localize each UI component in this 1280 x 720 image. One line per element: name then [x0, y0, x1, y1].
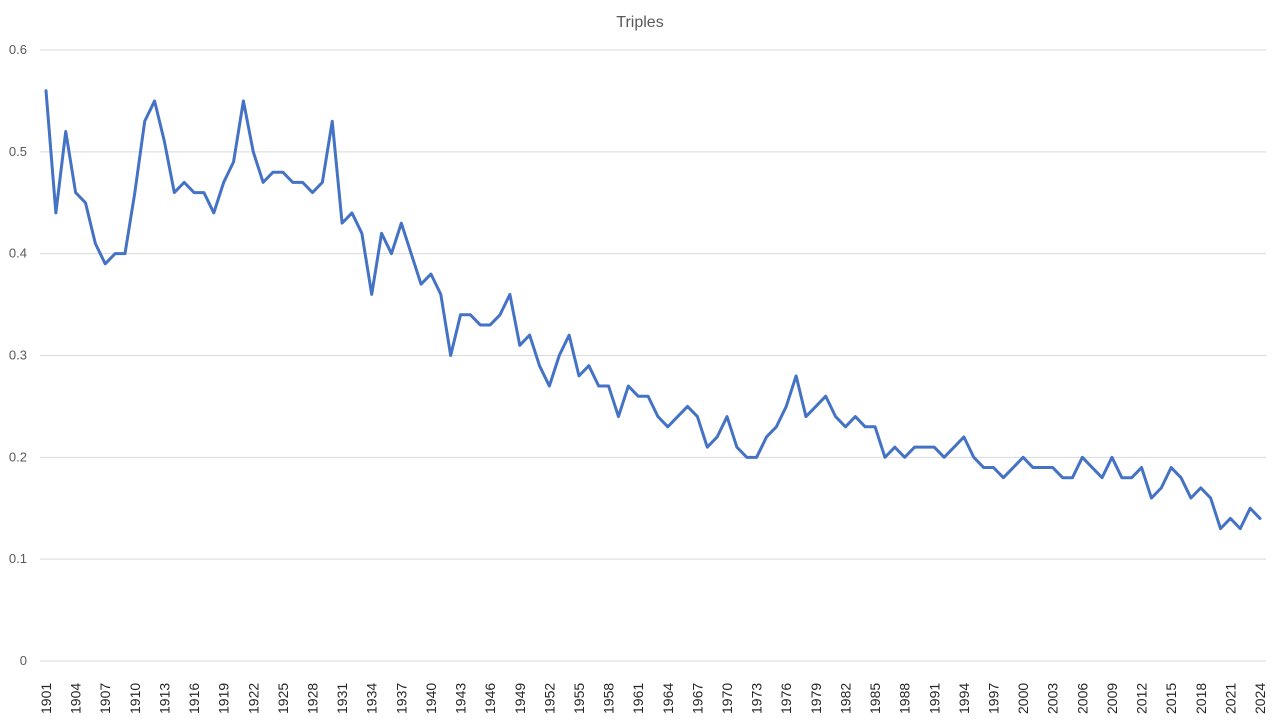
- y-axis-ticks: 0 0.1 0.2 0.3 0.4 0.5 0.6: [9, 42, 27, 668]
- x-axis-ticks: 1901 1904 1907 1910 1913 1916 1919 1922 1925 1928…: [38, 683, 1268, 714]
- x-tick-label: 1934: [364, 683, 380, 714]
- x-tick-label: 1916: [186, 683, 202, 714]
- x-tick-label: 2006: [1074, 683, 1090, 714]
- x-tick-label: 2009: [1104, 683, 1120, 714]
- x-tick-label: 1928: [304, 683, 320, 714]
- x-tick-label: 1925: [275, 683, 291, 714]
- x-tick-label: 1955: [571, 683, 587, 714]
- x-tick-label: 2000: [1015, 683, 1031, 714]
- x-tick-label: 1982: [837, 683, 853, 714]
- series-line: [44, 89, 1262, 531]
- y-tick-label: 0.1: [9, 551, 27, 566]
- x-tick-label: 1970: [719, 683, 735, 714]
- x-tick-label: 2024: [1252, 683, 1268, 714]
- x-tick-label: 1910: [127, 683, 143, 714]
- x-tick-label: 2021: [1222, 683, 1238, 714]
- x-tick-label: 2015: [1163, 683, 1179, 714]
- x-tick-label: 1991: [926, 683, 942, 714]
- x-tick-label: 1988: [897, 683, 913, 714]
- x-tick-label: 1949: [512, 683, 528, 714]
- x-tick-label: 1964: [660, 683, 676, 714]
- x-tick-label: 1976: [778, 683, 794, 714]
- x-tick-label: 1952: [541, 683, 557, 714]
- x-tick-label: 1943: [453, 683, 469, 714]
- x-tick-label: 2012: [1134, 683, 1150, 714]
- x-tick-label: 1958: [601, 683, 617, 714]
- x-tick-label: 1919: [216, 683, 232, 714]
- x-tick-label: 1901: [38, 683, 54, 714]
- chart-title: Triples: [616, 14, 663, 31]
- series-layer: [44, 89, 1262, 531]
- x-tick-label: 1994: [956, 683, 972, 714]
- gridlines: [40, 49, 1266, 560]
- x-tick-label: 1997: [986, 683, 1002, 714]
- x-tick-label: 1961: [630, 683, 646, 714]
- y-tick-label: 0.4: [9, 246, 27, 261]
- x-tick-label: 1967: [689, 683, 705, 714]
- x-tick-label: 2018: [1193, 683, 1209, 714]
- y-tick-label: 0.2: [9, 449, 27, 464]
- y-tick-label: 0: [20, 653, 27, 668]
- x-tick-label: 1979: [808, 683, 824, 714]
- x-tick-label: 1922: [245, 683, 261, 714]
- x-tick-label: 1940: [423, 683, 439, 714]
- y-tick-label: 0.6: [9, 42, 27, 57]
- x-tick-label: 1904: [68, 683, 84, 714]
- x-tick-label: 1946: [482, 683, 498, 714]
- y-tick-label: 0.3: [9, 348, 27, 363]
- x-tick-label: 2003: [1045, 683, 1061, 714]
- y-tick-label: 0.5: [9, 144, 27, 159]
- x-tick-label: 1973: [749, 683, 765, 714]
- x-tick-label: 1985: [867, 683, 883, 714]
- x-tick-label: 1913: [156, 683, 172, 714]
- x-tick-label: 1937: [393, 683, 409, 714]
- x-tick-label: 1931: [334, 683, 350, 714]
- x-tick-label: 1907: [97, 683, 113, 714]
